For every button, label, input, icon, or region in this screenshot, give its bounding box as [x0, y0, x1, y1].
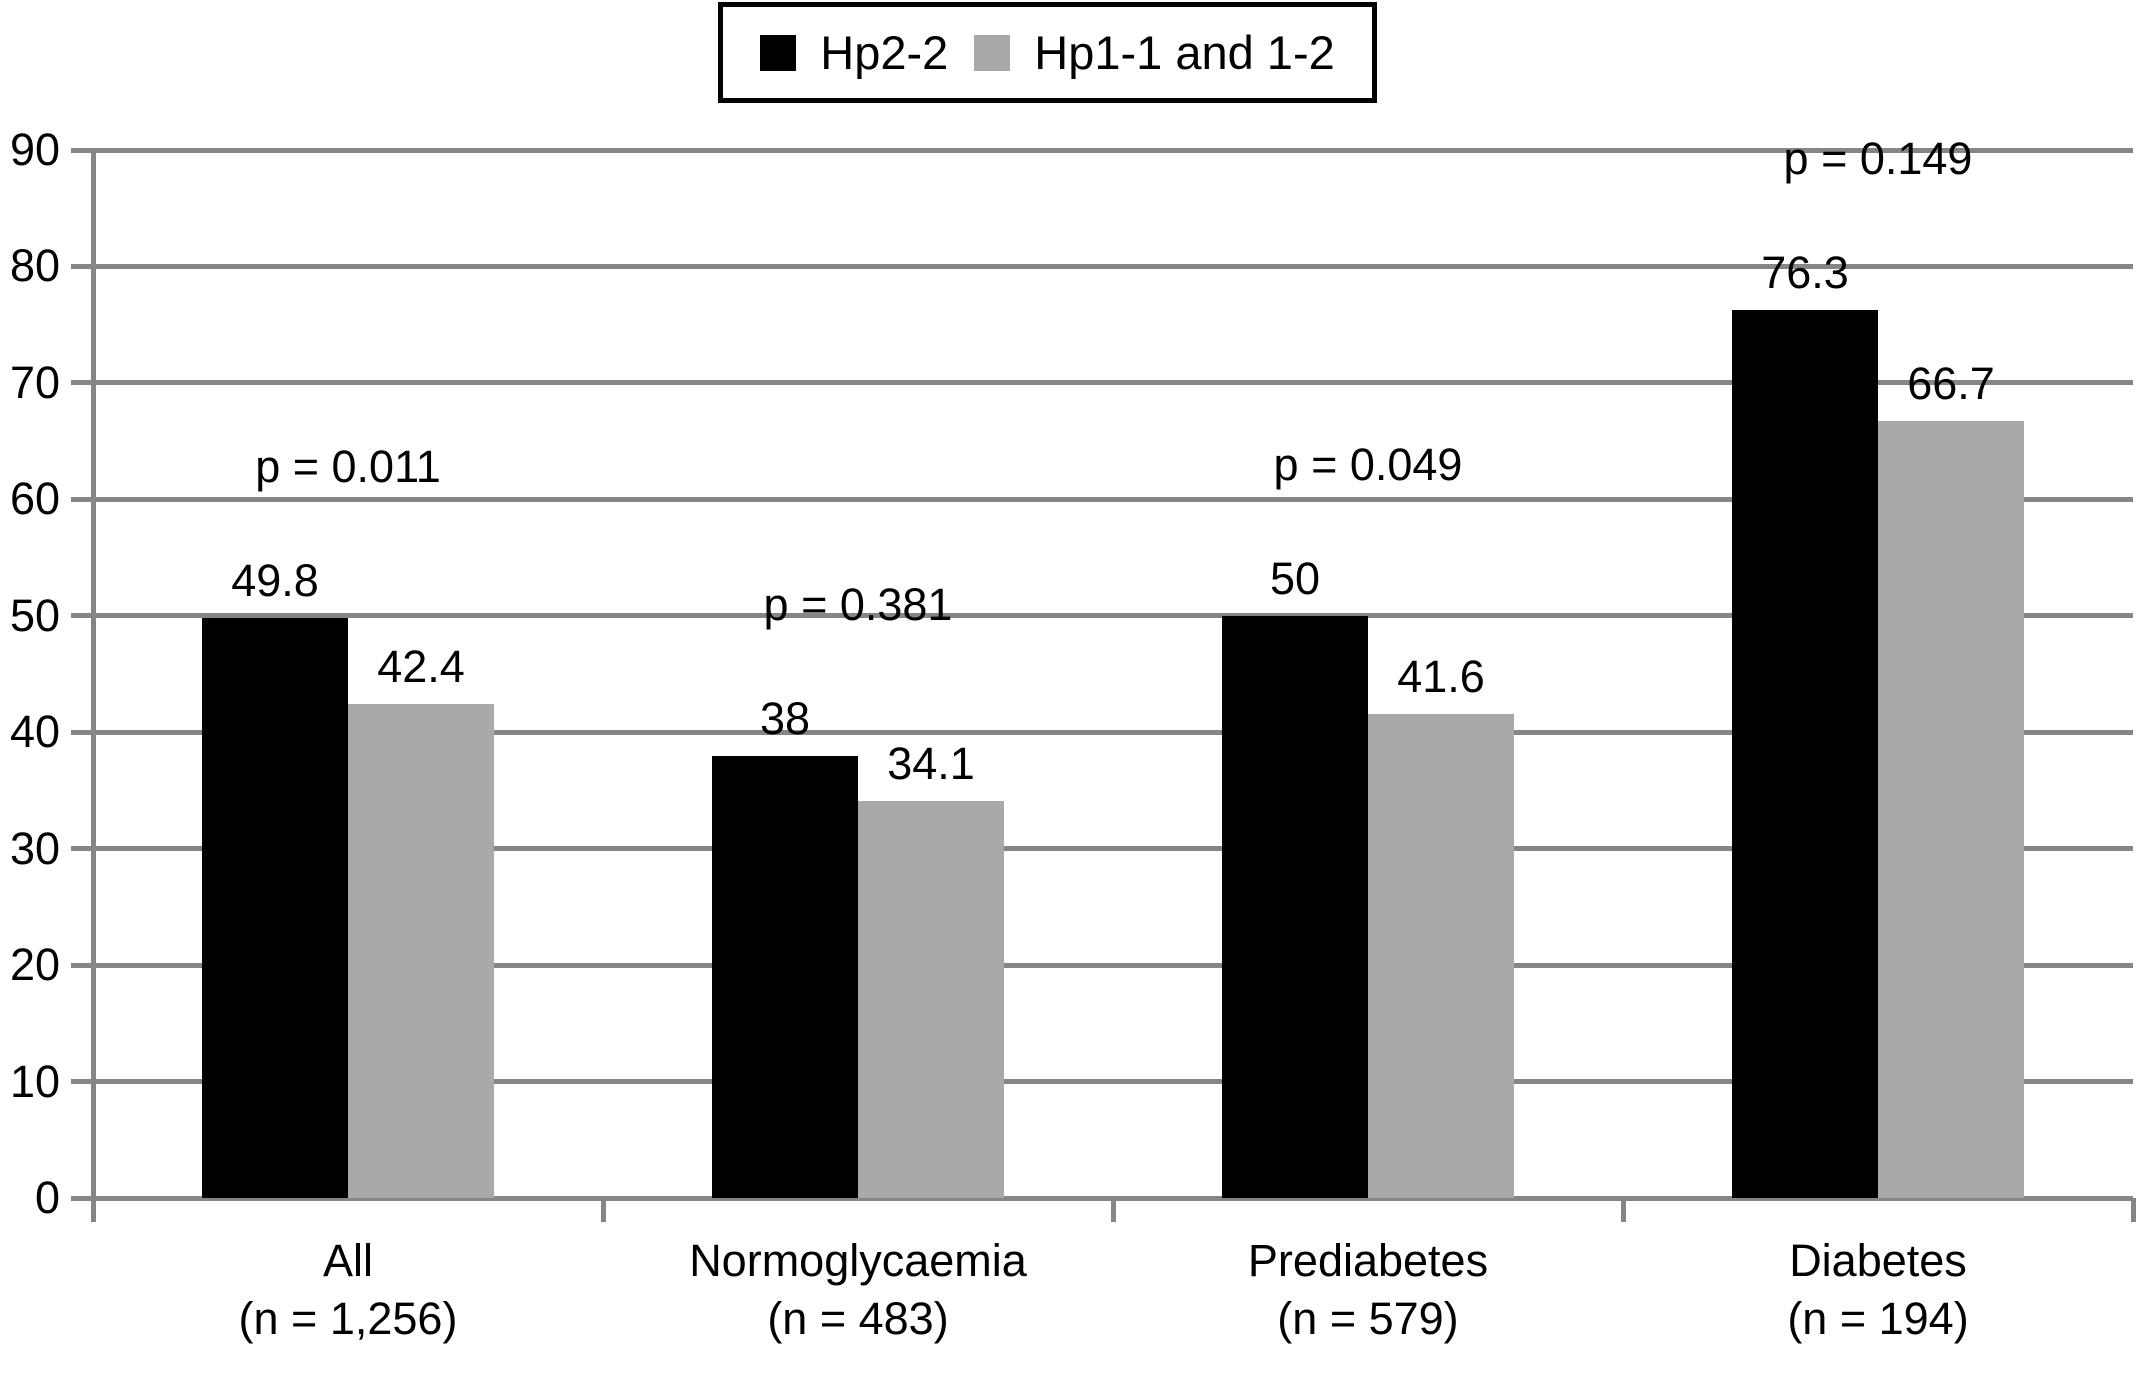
- bar-hp1-1-and-1-2-normoglycaemia: [858, 800, 1004, 1198]
- legend-label-hp1-1-and-1-2: Hp1-1 and 1-2: [1034, 26, 1335, 79]
- legend-item-hp2-2: Hp2-2: [760, 29, 948, 76]
- legend-swatch-hp2-2-icon: [760, 34, 797, 71]
- gridline-y-40: [93, 729, 2133, 735]
- legend-item-hp1-1-and-1-2: Hp1-1 and 1-2: [974, 26, 1335, 79]
- y-axis-tick-label-80: 80: [9, 240, 60, 292]
- p-value-label-diabetes: p = 0.149: [1783, 132, 1973, 184]
- p-value-label-prediabetes: p = 0.049: [1273, 438, 1463, 490]
- gridline-y-20: [93, 962, 2133, 968]
- y-axis-tick-label-50: 50: [9, 589, 60, 641]
- category-n-prediabetes: (n = 579): [1277, 1293, 1459, 1344]
- bar-hp2-2-prediabetes: [1222, 615, 1368, 1198]
- gridline-y-70: [93, 380, 2133, 386]
- y-axis-tick-label-10: 10: [9, 1055, 60, 1107]
- y-axis-tick-70: [71, 380, 93, 386]
- y-axis-tick-label-70: 70: [9, 356, 60, 408]
- p-value-label-all: p = 0.011: [255, 441, 441, 493]
- category-label-prediabetes: Prediabetes (n = 579): [1248, 1232, 1488, 1348]
- category-label-all: All (n = 1,256): [239, 1232, 458, 1348]
- y-axis-tick-60: [71, 496, 93, 502]
- bar-value-label-hp1-1-and-1-2-prediabetes: 41.6: [1397, 650, 1485, 702]
- category-n-all: (n = 1,256): [238, 1293, 458, 1344]
- gridline-y-30: [93, 846, 2133, 852]
- x-axis-tick-4: [2130, 1198, 2136, 1222]
- bar-hp1-1-and-1-2-prediabetes: [1368, 713, 1514, 1198]
- bar-value-label-hp2-2-diabetes: 76.3: [1761, 246, 1849, 298]
- gridline-y-10: [93, 1079, 2133, 1085]
- category-name-diabetes: Diabetes: [1789, 1235, 1967, 1286]
- bar-value-label-hp2-2-normoglycaemia: 38: [759, 692, 811, 744]
- legend-swatch-hp1-1-and-1-2-icon: [974, 34, 1011, 71]
- gridline-y-80: [93, 263, 2133, 269]
- bar-value-label-hp2-2-prediabetes: 50: [1269, 552, 1321, 604]
- y-axis-tick-label-0: 0: [34, 1172, 60, 1223]
- y-axis-tick-90: [71, 147, 93, 153]
- y-axis-tick-20: [71, 962, 93, 968]
- y-axis-tick-label-60: 60: [9, 473, 60, 525]
- bar-hp1-1-and-1-2-diabetes: [1878, 421, 2024, 1198]
- category-n-normoglycaemia: (n = 483): [767, 1293, 949, 1344]
- x-axis-tick-1: [600, 1198, 606, 1222]
- bar-value-label-hp1-1-and-1-2-normoglycaemia: 34.1: [887, 737, 975, 789]
- gridline-y-60: [93, 496, 2133, 502]
- bar-hp2-2-all: [202, 618, 348, 1198]
- y-axis-tick-label-40: 40: [9, 706, 60, 758]
- bar-hp2-2-normoglycaemia: [712, 755, 858, 1198]
- bar-hp1-1-and-1-2-all: [348, 704, 494, 1198]
- y-axis-line: [90, 148, 96, 1222]
- category-name-prediabetes: Prediabetes: [1247, 1235, 1489, 1286]
- category-name-normoglycaemia: Normoglycaemia: [689, 1235, 1027, 1286]
- category-n-diabetes: (n = 194): [1787, 1293, 1969, 1344]
- x-axis-line: [71, 1195, 2133, 1201]
- y-axis-tick-50: [71, 613, 93, 619]
- y-axis-tick-label-20: 20: [9, 939, 60, 991]
- y-axis-tick-label-90: 90: [9, 124, 60, 175]
- bar-hp2-2-diabetes: [1732, 309, 1878, 1198]
- bar-value-label-hp1-1-and-1-2-diabetes: 66.7: [1907, 358, 1995, 410]
- gridline-y-50: [93, 613, 2133, 619]
- category-label-diabetes: Diabetes (n = 194): [1787, 1232, 1968, 1348]
- bar-value-label-hp2-2-all: 49.8: [231, 555, 319, 607]
- y-axis-tick-40: [71, 729, 93, 735]
- gridline-y-90: [93, 147, 2133, 153]
- legend: Hp2-2 Hp1-1 and 1-2: [718, 2, 1377, 103]
- y-axis-tick-label-30: 30: [9, 822, 60, 874]
- p-value-label-normoglycaemia: p = 0.381: [763, 578, 953, 630]
- y-axis-tick-80: [71, 263, 93, 269]
- y-axis-tick-10: [71, 1079, 93, 1085]
- x-axis-tick-2: [1110, 1198, 1116, 1222]
- x-axis-tick-3: [1620, 1198, 1626, 1222]
- bar-value-label-hp1-1-and-1-2-all: 42.4: [377, 641, 465, 693]
- y-axis-tick-30: [71, 846, 93, 852]
- category-label-normoglycaemia: Normoglycaemia (n = 483): [689, 1232, 1027, 1348]
- legend-label-hp2-2: Hp2-2: [820, 26, 949, 79]
- category-name-all: All: [322, 1235, 373, 1286]
